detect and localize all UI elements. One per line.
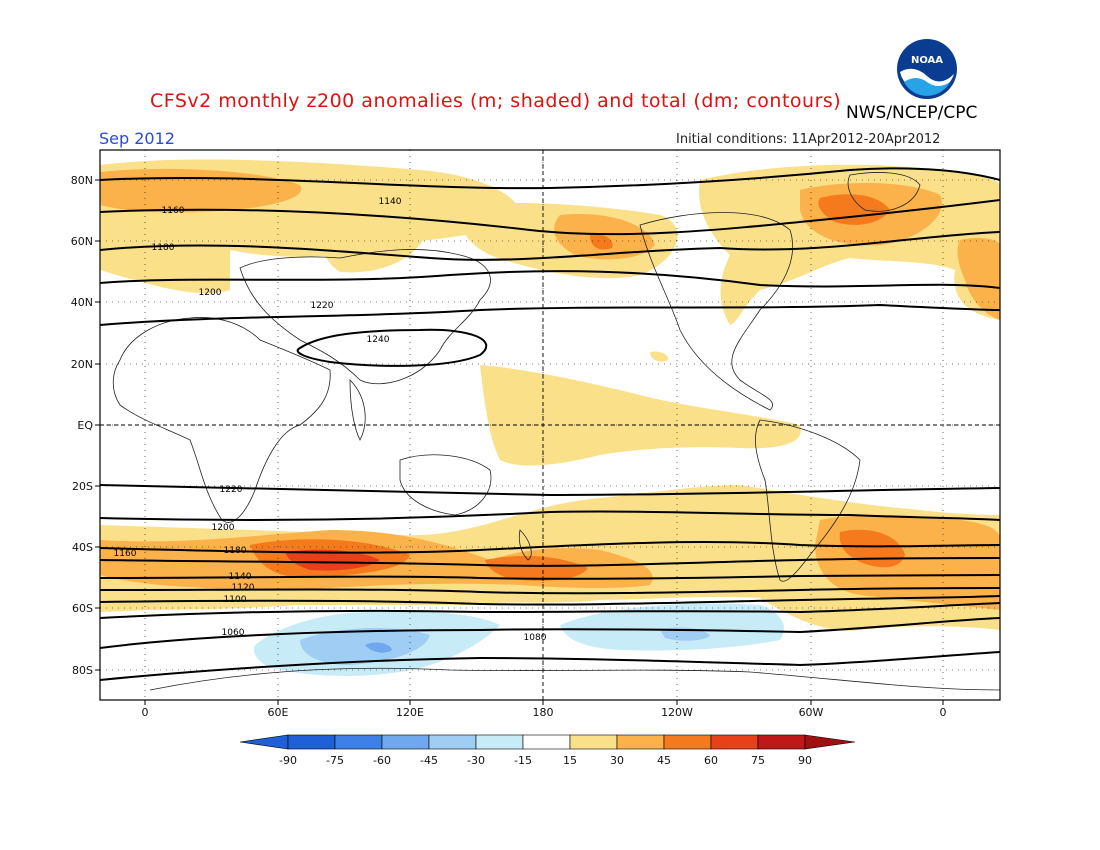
contour-label: 1120	[232, 583, 255, 593]
contour-label: 1220	[220, 485, 243, 495]
initial-conditions: Initial conditions: 11Apr2012-20Apr2012	[676, 132, 941, 147]
lat-label: 20N	[71, 358, 93, 371]
contour-line	[100, 651, 1000, 681]
contour-label: 1200	[199, 288, 222, 298]
noaa-logo-text: NOAA	[911, 55, 943, 66]
greenland-coast	[847, 172, 921, 212]
colorbar-segment	[381, 734, 430, 750]
contour-line	[100, 595, 1000, 606]
colorbar-labels: -90 -75 -60 -45 -30 -15 15 30 45 60 75 90	[279, 754, 812, 767]
lat-label: 80N	[71, 174, 93, 187]
colorbar-segment	[710, 734, 759, 750]
colorbar-low-arrow	[239, 734, 289, 750]
contour-label: 1140	[379, 197, 402, 207]
colorbar-label: 60	[704, 754, 718, 767]
contour-line	[100, 587, 1000, 595]
new-zealand-coast	[518, 529, 532, 561]
contour-label: 1180	[152, 243, 175, 253]
lon-label: 0	[940, 706, 947, 719]
colorbar-label: 75	[751, 754, 765, 767]
contour-line	[100, 617, 1000, 649]
colorbar-label: -45	[420, 754, 438, 767]
anomaly-shading	[100, 159, 1000, 676]
height-contours	[100, 167, 1000, 681]
forecast-month: Sep 2012	[99, 129, 175, 148]
africa-coast	[112, 317, 331, 523]
contour-label: 1180	[224, 546, 247, 556]
contour-line	[100, 557, 1000, 567]
lon-label: 60E	[268, 706, 289, 719]
contour-label: 1240	[367, 335, 390, 345]
lon-label: 120W	[661, 706, 693, 719]
noaa-logo: NOAA	[897, 39, 957, 99]
contour-line	[296, 328, 488, 367]
colorbar-segment	[663, 734, 712, 750]
colorbar	[239, 734, 856, 750]
contour-label: 1200	[212, 523, 235, 533]
contour-label: 1220	[311, 301, 334, 311]
contour-line	[100, 231, 1000, 261]
colorbar-segment	[569, 734, 618, 750]
contour-line	[100, 510, 1000, 521]
colorbar-label: -90	[279, 754, 297, 767]
colorbar-segment	[475, 734, 524, 750]
contour-line	[100, 541, 1000, 554]
lon-label: 120E	[396, 706, 424, 719]
lat-label: 20S	[72, 480, 93, 493]
colorbar-segment	[287, 734, 336, 750]
contour-labels: 1140 1160 1180 1200 1220 1240 1220 1200 …	[114, 197, 547, 643]
lon-label: 60W	[799, 706, 824, 719]
colorbar-high-arrow	[804, 734, 856, 750]
lon-label: 180	[533, 706, 554, 719]
lat-label: 40S	[72, 541, 93, 554]
agency-label: NWS/NCEP/CPC	[846, 103, 978, 123]
contour-label: 1080	[524, 633, 547, 643]
india-coast	[349, 379, 366, 441]
contour-label: 1160	[114, 549, 137, 559]
colorbar-label: -15	[514, 754, 532, 767]
colorbar-label: 90	[798, 754, 812, 767]
colorbar-label: 30	[610, 754, 624, 767]
contour-label: 1160	[162, 206, 185, 216]
tick-marks	[95, 150, 1000, 705]
contour-label: 1140	[229, 572, 252, 582]
colorbar-segment	[522, 734, 571, 750]
colorbar-segment	[334, 734, 383, 750]
colorbar-label: 15	[563, 754, 577, 767]
map-title: CFSv2 monthly z200 anomalies (m; shaded)…	[150, 90, 842, 112]
colorbar-label: -60	[373, 754, 391, 767]
contour-label: 1100	[224, 595, 247, 605]
lat-label: 80S	[72, 664, 93, 677]
lon-label: 0	[142, 706, 149, 719]
colorbar-segment	[757, 734, 806, 750]
australia-coast	[399, 454, 492, 516]
lon-labels: 0 60E 120E 180 120W 60W 0	[142, 706, 947, 719]
contour-line	[100, 303, 1000, 326]
lat-label: EQ	[77, 419, 93, 432]
contour-line	[100, 199, 1000, 236]
contour-line	[100, 602, 1000, 619]
contour-line	[100, 484, 1000, 497]
lat-labels: 80N 60N 40N 20N EQ 20S 40S 60S 80S	[71, 174, 94, 677]
colorbar-label: -30	[467, 754, 485, 767]
colorbar-label: 45	[657, 754, 671, 767]
lat-label: 40N	[71, 296, 93, 309]
contour-label: 1060	[222, 628, 245, 638]
south-america-coast	[755, 419, 861, 582]
colorbar-label: -75	[326, 754, 344, 767]
contour-line	[100, 574, 1000, 580]
lat-label: 60N	[71, 235, 93, 248]
colorbar-segment	[428, 734, 477, 750]
contour-line	[100, 270, 1000, 289]
colorbar-segment	[616, 734, 665, 750]
lat-label: 60S	[72, 602, 93, 615]
antarctica-coast	[149, 667, 1000, 691]
